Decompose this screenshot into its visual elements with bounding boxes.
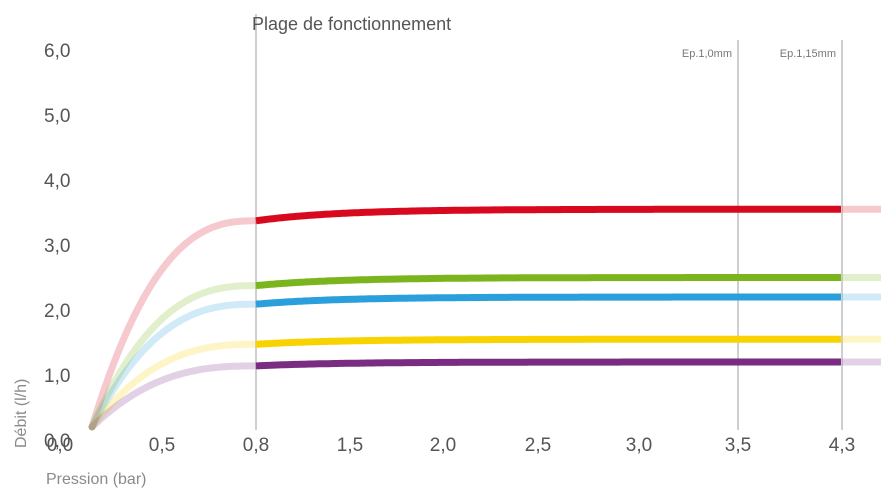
x-tick-label: 4,3 <box>829 435 855 456</box>
series-ramp-line <box>88 340 258 431</box>
y-tick-label: 0,0 <box>44 431 70 452</box>
y-tick-label: 1,0 <box>44 366 70 387</box>
x-tick-label: 2,5 <box>525 435 551 456</box>
y-tick-label: 4,0 <box>44 171 70 192</box>
series-ramp-line <box>88 282 258 431</box>
series-line <box>255 205 841 225</box>
series-2 <box>88 274 881 431</box>
series-4 <box>88 335 881 431</box>
x-tick-label: 0,0 <box>47 435 73 456</box>
thickness-annotation: Ep.1,15mm <box>780 48 836 60</box>
series-line <box>255 335 841 348</box>
x-tick-label: 3,0 <box>626 435 652 456</box>
series-ramp-line <box>88 217 258 431</box>
series-5 <box>88 358 881 431</box>
y-tick-labels: 0,0 1,0 2,0 3,0 4,0 5,0 6,0 <box>44 41 70 452</box>
y-axis-label: Débit (l/h) <box>13 379 30 448</box>
x-tick-label: 3,5 <box>725 435 751 456</box>
y-tick-label: 5,0 <box>44 106 70 127</box>
vertical-reference-lines <box>255 14 843 430</box>
x-tick-label: 0,8 <box>243 435 269 456</box>
series-ramp-line <box>88 362 258 431</box>
chart-title: Plage de fonctionnement <box>252 14 451 34</box>
y-tick-label: 3,0 <box>44 236 70 257</box>
x-tick-label: 2,0 <box>430 435 456 456</box>
annotations: Ep.1,0mm Ep.1,15mm <box>682 48 836 60</box>
thickness-annotation: Ep.1,0mm <box>682 48 732 60</box>
x-tick-label: 1,5 <box>337 435 363 456</box>
x-axis-label: Pression (bar) <box>46 471 146 488</box>
series-1 <box>88 205 881 431</box>
series-line <box>255 274 841 290</box>
x-tick-labels: 0,0 0,5 0,8 1,5 2,0 2,5 3,0 3,5 4,3 <box>47 435 855 456</box>
series-line <box>255 358 841 370</box>
y-tick-label: 2,0 <box>44 301 70 322</box>
series-ramp-line <box>88 300 258 431</box>
series-3 <box>88 293 881 431</box>
series-line <box>255 293 841 308</box>
x-tick-label: 0,5 <box>149 435 175 456</box>
series-layer <box>88 205 881 431</box>
y-tick-label: 6,0 <box>44 41 70 62</box>
